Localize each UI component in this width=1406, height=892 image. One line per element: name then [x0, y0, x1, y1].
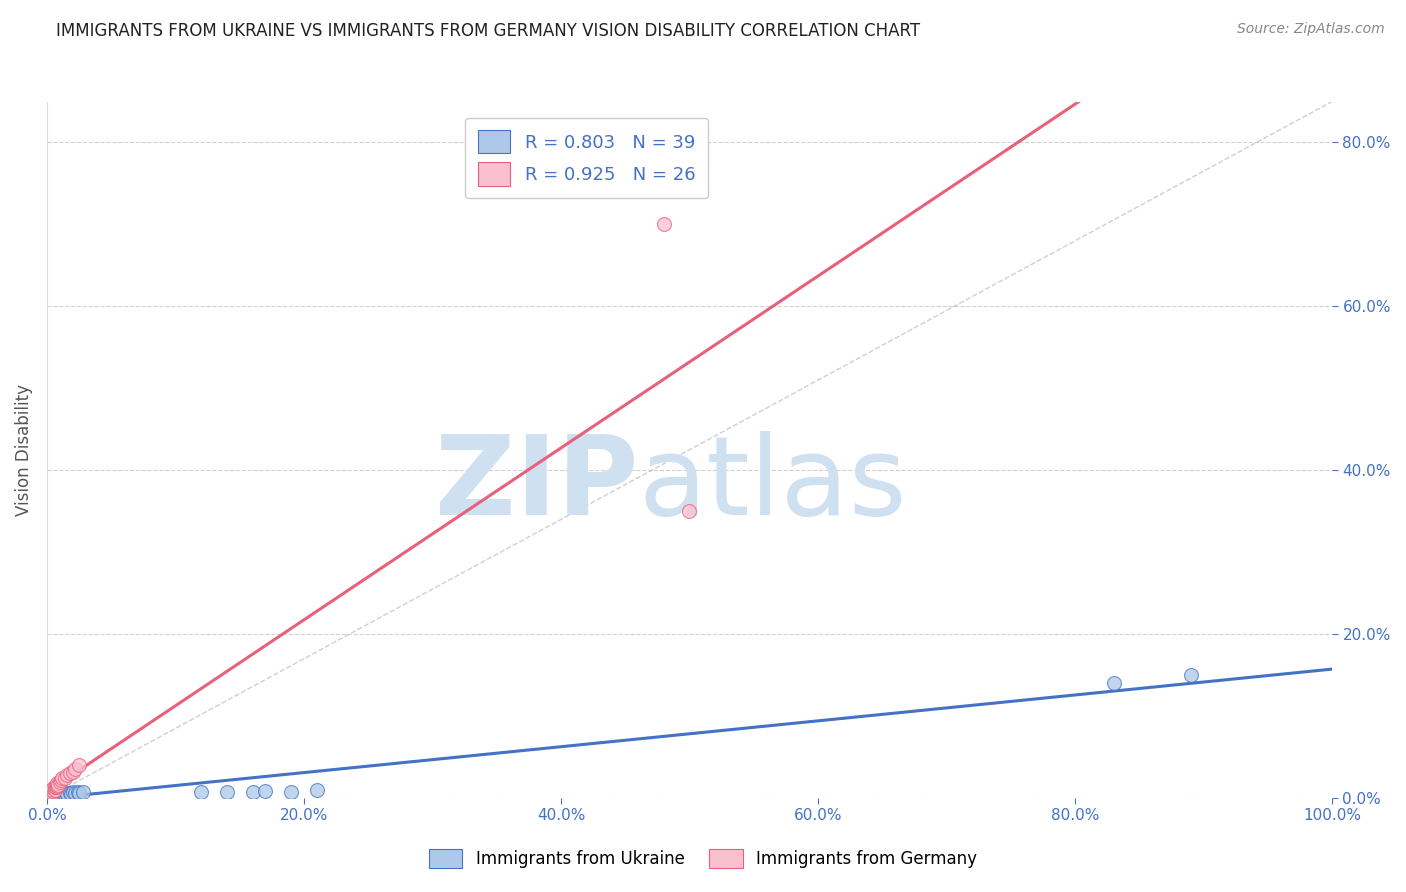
Point [60, 787, 83, 801]
Point [190, 784, 212, 798]
Point [42, 783, 65, 797]
Point [38, 789, 60, 804]
Point [63, 786, 86, 800]
Point [66, 785, 89, 799]
Y-axis label: Vision Disability: Vision Disability [15, 384, 32, 516]
Point [41, 789, 63, 804]
Point [1102, 676, 1125, 690]
Point [52, 787, 75, 801]
Point [305, 783, 328, 797]
Point [56, 768, 79, 782]
Point [45, 778, 67, 792]
Point [42, 789, 65, 803]
Text: IMMIGRANTS FROM UKRAINE VS IMMIGRANTS FROM GERMANY VISION DISABILITY CORRELATION: IMMIGRANTS FROM UKRAINE VS IMMIGRANTS FR… [56, 22, 921, 40]
Point [215, 785, 238, 799]
Point [38, 790, 60, 805]
Point [254, 783, 277, 797]
Point [242, 784, 264, 798]
Point [38, 787, 60, 801]
Point [49, 788, 72, 802]
Legend: R = 0.803   N = 39, R = 0.925   N = 26: R = 0.803 N = 39, R = 0.925 N = 26 [465, 118, 709, 198]
Point [46, 779, 69, 793]
Point [46, 776, 69, 790]
Point [45, 789, 67, 803]
Legend: Immigrants from Ukraine, Immigrants from Germany: Immigrants from Ukraine, Immigrants from… [422, 842, 984, 875]
Point [39, 789, 62, 804]
Point [44, 789, 66, 804]
Point [44, 780, 66, 794]
Point [67, 786, 90, 800]
Point [42, 789, 65, 804]
Point [67, 758, 90, 772]
Point [63, 763, 86, 777]
Point [62, 785, 84, 799]
Point [39, 784, 62, 798]
Point [678, 504, 700, 518]
Point [37, 790, 59, 805]
Point [51, 772, 73, 786]
Point [59, 766, 82, 780]
Text: Source: ZipAtlas.com: Source: ZipAtlas.com [1237, 22, 1385, 37]
Point [42, 781, 65, 796]
Point [53, 771, 76, 785]
Point [280, 784, 302, 798]
Point [48, 787, 70, 801]
Point [39, 788, 62, 802]
Text: ZIP: ZIP [434, 431, 638, 538]
Point [45, 780, 67, 795]
Point [59, 786, 82, 800]
Point [41, 789, 63, 803]
Point [652, 218, 675, 232]
Point [72, 784, 94, 798]
Point [51, 787, 73, 801]
Point [48, 778, 70, 792]
Point [48, 774, 70, 789]
Point [44, 783, 66, 797]
Point [44, 789, 66, 803]
Point [41, 783, 63, 797]
Point [49, 772, 72, 787]
Point [37, 789, 59, 803]
Point [46, 788, 69, 802]
Point [41, 786, 63, 800]
Point [48, 789, 70, 803]
Text: atlas: atlas [638, 431, 907, 538]
Point [56, 787, 79, 801]
Point [39, 790, 62, 805]
Point [1180, 668, 1202, 682]
Point [48, 788, 70, 802]
Point [46, 789, 69, 803]
Point [62, 764, 84, 779]
Point [53, 788, 76, 802]
Point [55, 786, 77, 800]
Point [45, 788, 67, 802]
